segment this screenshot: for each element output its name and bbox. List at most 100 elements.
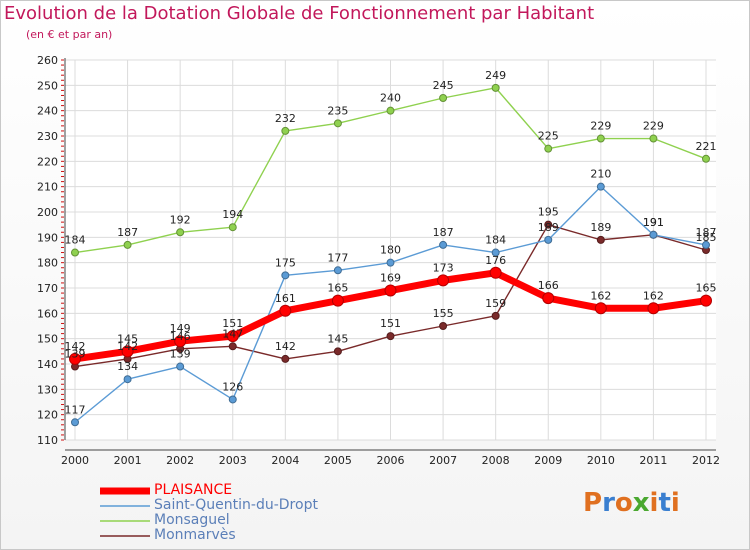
data-point-monmarv-s (544, 220, 553, 229)
data-point-plaisance (647, 302, 660, 315)
data-label-monsaguel: 184 (65, 234, 86, 247)
data-label-monmarv-s: 146 (170, 330, 191, 343)
data-point-monmarv-s (439, 322, 448, 330)
data-point-monsaguel (123, 240, 132, 249)
data-label-monsaguel: 249 (485, 69, 506, 82)
y-tick-label: 250 (37, 79, 58, 92)
chart-title: Evolution de la Dotation Globale de Fonc… (4, 3, 595, 24)
data-point-monsaguel (649, 134, 658, 143)
y-tick-label: 160 (37, 307, 58, 320)
data-point-saint-quentin-du-dropt (176, 362, 185, 371)
grid (65, 59, 716, 441)
data-label-monmarv-s: 195 (538, 206, 559, 219)
data-label-monsaguel: 221 (696, 140, 717, 153)
data-label-saint-quentin-du-dropt: 139 (170, 348, 191, 361)
data-label-plaisance: 162 (643, 289, 664, 302)
y-tick-label: 180 (37, 257, 58, 270)
data-label-monmarv-s: 185 (696, 231, 717, 244)
data-point-monmarv-s (596, 235, 605, 244)
data-label-saint-quentin-du-dropt: 180 (380, 244, 401, 257)
data-point-saint-quentin-du-dropt (281, 271, 290, 280)
data-label-plaisance: 161 (275, 292, 296, 305)
data-label-plaisance: 169 (380, 272, 401, 285)
data-point-saint-quentin-du-dropt (439, 240, 448, 249)
logo-letter: o (614, 488, 633, 518)
data-point-saint-quentin-du-dropt (71, 418, 79, 427)
data-label-plaisance: 165 (327, 282, 348, 295)
data-label-plaisance: 162 (590, 289, 611, 302)
logo-letter: t (658, 488, 671, 518)
data-point-plaisance (69, 352, 81, 365)
data-point-plaisance (174, 335, 187, 348)
data-point-monsaguel (386, 106, 395, 115)
data-label-plaisance: 176 (485, 254, 506, 267)
x-tick-label: 2004 (271, 454, 299, 467)
data-label-saint-quentin-du-dropt: 177 (327, 251, 348, 264)
data-label-monmarv-s: 191 (643, 216, 664, 229)
data-point-monmarv-s (386, 332, 395, 341)
data-point-plaisance (542, 292, 555, 305)
data-point-monsaguel (702, 154, 710, 163)
data-label-monmarv-s: 155 (433, 307, 454, 320)
data-point-monmarv-s (281, 354, 290, 363)
x-tick-label: 2005 (324, 454, 352, 467)
data-label-monmarv-s: 142 (117, 340, 138, 353)
data-point-monsaguel (176, 228, 185, 237)
data-point-plaisance (437, 274, 450, 287)
data-point-monsaguel (281, 126, 290, 135)
data-label-plaisance: 173 (433, 261, 454, 274)
data-label-monsaguel: 187 (117, 226, 138, 239)
y-tick-label: 130 (37, 383, 58, 396)
data-label-monsaguel: 192 (170, 213, 191, 226)
data-point-saint-quentin-du-dropt (123, 375, 132, 384)
data-label-monsaguel: 240 (380, 92, 401, 105)
data-point-saint-quentin-du-dropt (333, 266, 342, 275)
data-point-saint-quentin-du-dropt (596, 182, 605, 191)
data-point-plaisance (121, 345, 134, 358)
data-label-monmarv-s: 159 (485, 297, 506, 310)
proxiti-logo: Proxiti (583, 488, 680, 518)
series (69, 83, 712, 427)
legend-label: PLAISANCE (154, 482, 233, 498)
data-label-monsaguel: 194 (222, 208, 243, 221)
logo-letter: r (602, 488, 615, 518)
x-tick-label: 2001 (114, 454, 142, 467)
data-label-saint-quentin-du-dropt: 184 (485, 234, 506, 247)
data-point-plaisance (384, 284, 397, 297)
data-label-monmarv-s: 189 (590, 221, 611, 234)
chart-subtitle: (en € et par an) (26, 28, 113, 41)
data-label-plaisance: 151 (222, 317, 243, 330)
data-point-plaisance (489, 266, 502, 279)
x-tick-label: 2003 (219, 454, 247, 467)
x-tick-label: 2002 (166, 454, 194, 467)
data-point-monmarv-s (491, 311, 500, 320)
x-tick-label: 2011 (639, 454, 667, 467)
y-tick-label: 220 (37, 155, 58, 168)
y-tick-label: 170 (37, 282, 58, 295)
data-point-monsaguel (228, 223, 237, 232)
data-label-saint-quentin-du-dropt: 126 (222, 380, 243, 393)
data-label-saint-quentin-du-dropt: 191 (643, 216, 664, 229)
legend-label: Saint-Quentin-du-Dropt (154, 497, 318, 513)
data-label-monmarv-s: 145 (327, 332, 348, 345)
x-tick-label: 2009 (534, 454, 562, 467)
data-point-saint-quentin-du-dropt (702, 240, 710, 249)
y-tick-label: 150 (37, 333, 58, 346)
x-tick-label: 2008 (482, 454, 510, 467)
data-point-monmarv-s (228, 342, 237, 351)
data-point-saint-quentin-du-dropt (386, 258, 395, 267)
data-label-saint-quentin-du-dropt: 175 (275, 256, 296, 269)
data-label-saint-quentin-du-dropt: 134 (117, 360, 138, 373)
data-label-plaisance: 149 (170, 322, 191, 335)
data-label-monsaguel: 235 (327, 104, 348, 117)
data-label-saint-quentin-du-dropt: 187 (433, 226, 454, 239)
x-tick-label: 2006 (377, 454, 405, 467)
logo-letter: i (670, 488, 680, 518)
data-label-saint-quentin-du-dropt: 187 (696, 226, 717, 239)
data-label-monsaguel: 229 (643, 120, 664, 133)
x-tick-label: 2010 (587, 454, 615, 467)
data-label-monmarv-s: 151 (380, 317, 401, 330)
data-point-monmarv-s (333, 347, 342, 356)
legend-label: Monmarvès (154, 527, 236, 543)
data-label-monsaguel: 229 (590, 120, 611, 133)
